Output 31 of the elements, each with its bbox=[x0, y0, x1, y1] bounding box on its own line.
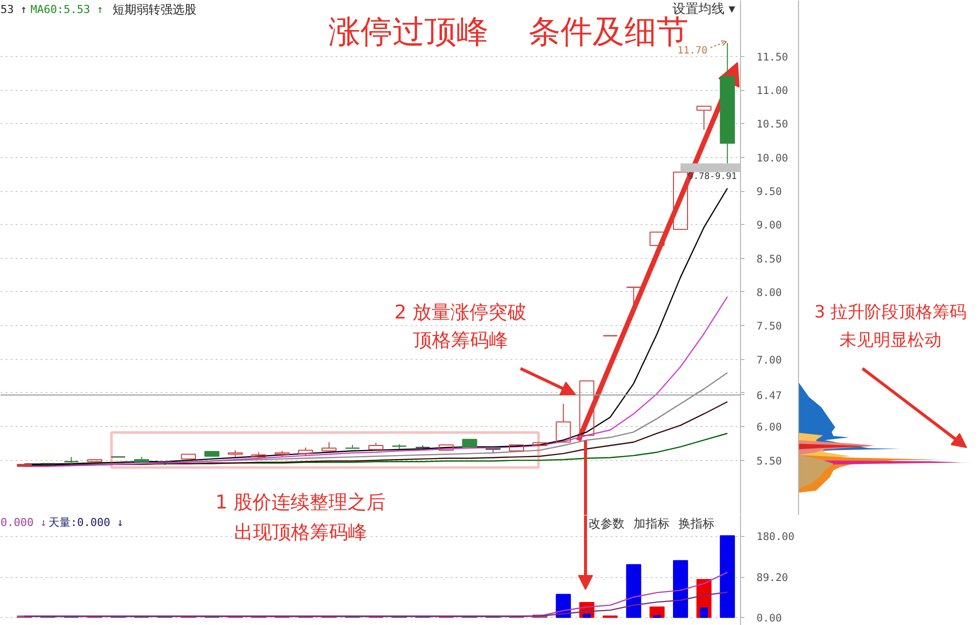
annotation: 改参数 bbox=[588, 516, 624, 530]
annotation: 53 ↑ bbox=[0, 3, 27, 16]
annotation: 1 股价连续整理之后 bbox=[215, 492, 386, 514]
y-tick-label: 8.00 bbox=[756, 286, 782, 299]
y-tick-label: 11.50 bbox=[756, 51, 788, 64]
y-tick-label: 7.50 bbox=[756, 320, 782, 333]
y-tick-label: 5.50 bbox=[756, 455, 782, 468]
y-tick-label: 10.50 bbox=[756, 118, 788, 131]
annotation: 出现顶格筹码峰 bbox=[234, 522, 367, 544]
y-tick-label: 10.00 bbox=[756, 152, 788, 164]
y-tick-label: 9.50 bbox=[756, 186, 782, 198]
y-tick-label: 11.00 bbox=[756, 85, 788, 98]
annotation: 2 放量涨停突破顶格筹码峰 bbox=[394, 302, 527, 352]
y-tick-label: 7.00 bbox=[756, 354, 782, 366]
annotation: 天量:0.000 ↓ bbox=[48, 516, 124, 529]
y-tick-label: 9.00 bbox=[756, 220, 782, 232]
annotation: 短期弱转强选股 bbox=[112, 2, 196, 16]
y-tick-label: 6.00 bbox=[756, 422, 782, 434]
chart-title: 涨停过顶峰 bbox=[328, 12, 488, 50]
annotation: 换指标 bbox=[678, 516, 714, 530]
annotation: 3 拉升阶段顶格筹码未见明显松动 bbox=[814, 302, 967, 350]
y-tick-label: 89.20 bbox=[756, 572, 788, 584]
y-tick-label: 0.00 bbox=[756, 612, 782, 624]
annotation: MA60:5.53 ↑ bbox=[30, 3, 104, 16]
y-tick-label: 180.00 bbox=[756, 531, 794, 544]
y-tick-label: 8.50 bbox=[756, 253, 782, 266]
ref-line-label: 6.47 bbox=[756, 390, 782, 402]
annotation: 0.000 ↓ bbox=[0, 516, 47, 529]
annotation: 加指标 bbox=[634, 516, 670, 530]
annotation: 设置均线 ▾ bbox=[672, 2, 736, 17]
annotation: 11.70 bbox=[677, 46, 708, 56]
